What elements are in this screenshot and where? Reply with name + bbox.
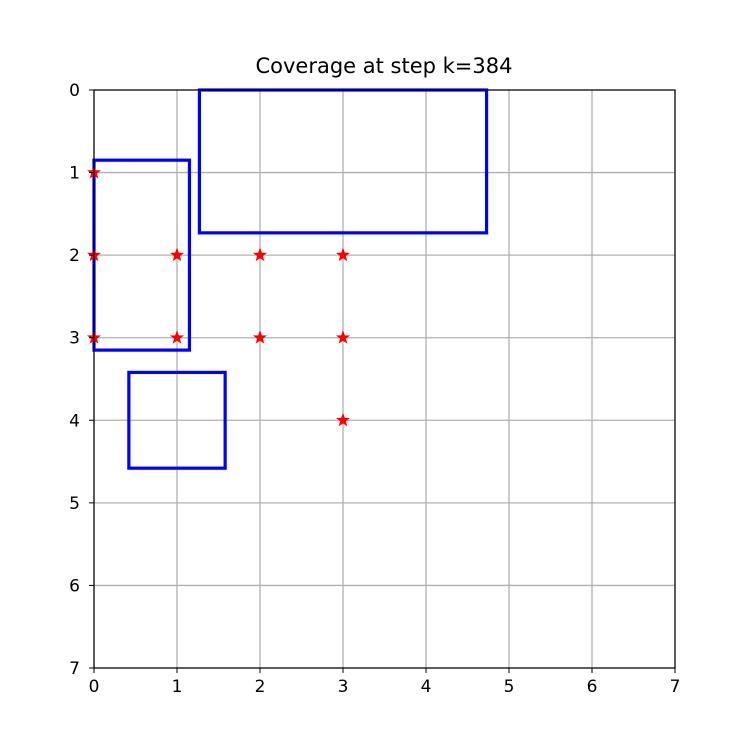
grid-lines	[93, 89, 676, 669]
y-tick-label: 7	[69, 659, 80, 679]
y-tick-label: 6	[69, 576, 80, 596]
x-tick-label: 3	[338, 677, 349, 697]
x-tick-label: 6	[587, 677, 598, 697]
axes-frame	[93, 89, 676, 669]
y-tick-label: 5	[69, 494, 80, 514]
data-points	[87, 165, 350, 427]
chart-title: Coverage at step k=384	[255, 54, 513, 78]
star-marker	[253, 247, 267, 262]
x-tick-label: 0	[89, 677, 100, 697]
y-tick-label: 4	[69, 411, 80, 431]
star-marker	[336, 330, 350, 344]
x-tick-label: 1	[172, 677, 183, 697]
x-tick-label: 7	[670, 677, 681, 697]
star-marker	[253, 330, 267, 344]
y-tick-label: 2	[69, 246, 80, 266]
x-tick-label: 4	[421, 677, 432, 697]
star-marker	[336, 412, 350, 427]
y-axis-ticks: 0 1 2 3 4 5 6 7	[69, 81, 94, 679]
star-marker	[170, 330, 184, 344]
star-marker	[336, 247, 350, 262]
x-tick-label: 2	[255, 677, 266, 697]
y-tick-label: 1	[69, 164, 80, 184]
star-marker	[170, 247, 184, 262]
x-tick-label: 5	[504, 677, 515, 697]
y-tick-label: 0	[69, 81, 80, 101]
coverage-rectangle	[127, 370, 227, 470]
x-axis-ticks: 0 1 2 3 4 5 6 7	[89, 668, 681, 697]
coverage-rectangles	[92, 88, 489, 470]
y-tick-label: 3	[69, 329, 80, 349]
